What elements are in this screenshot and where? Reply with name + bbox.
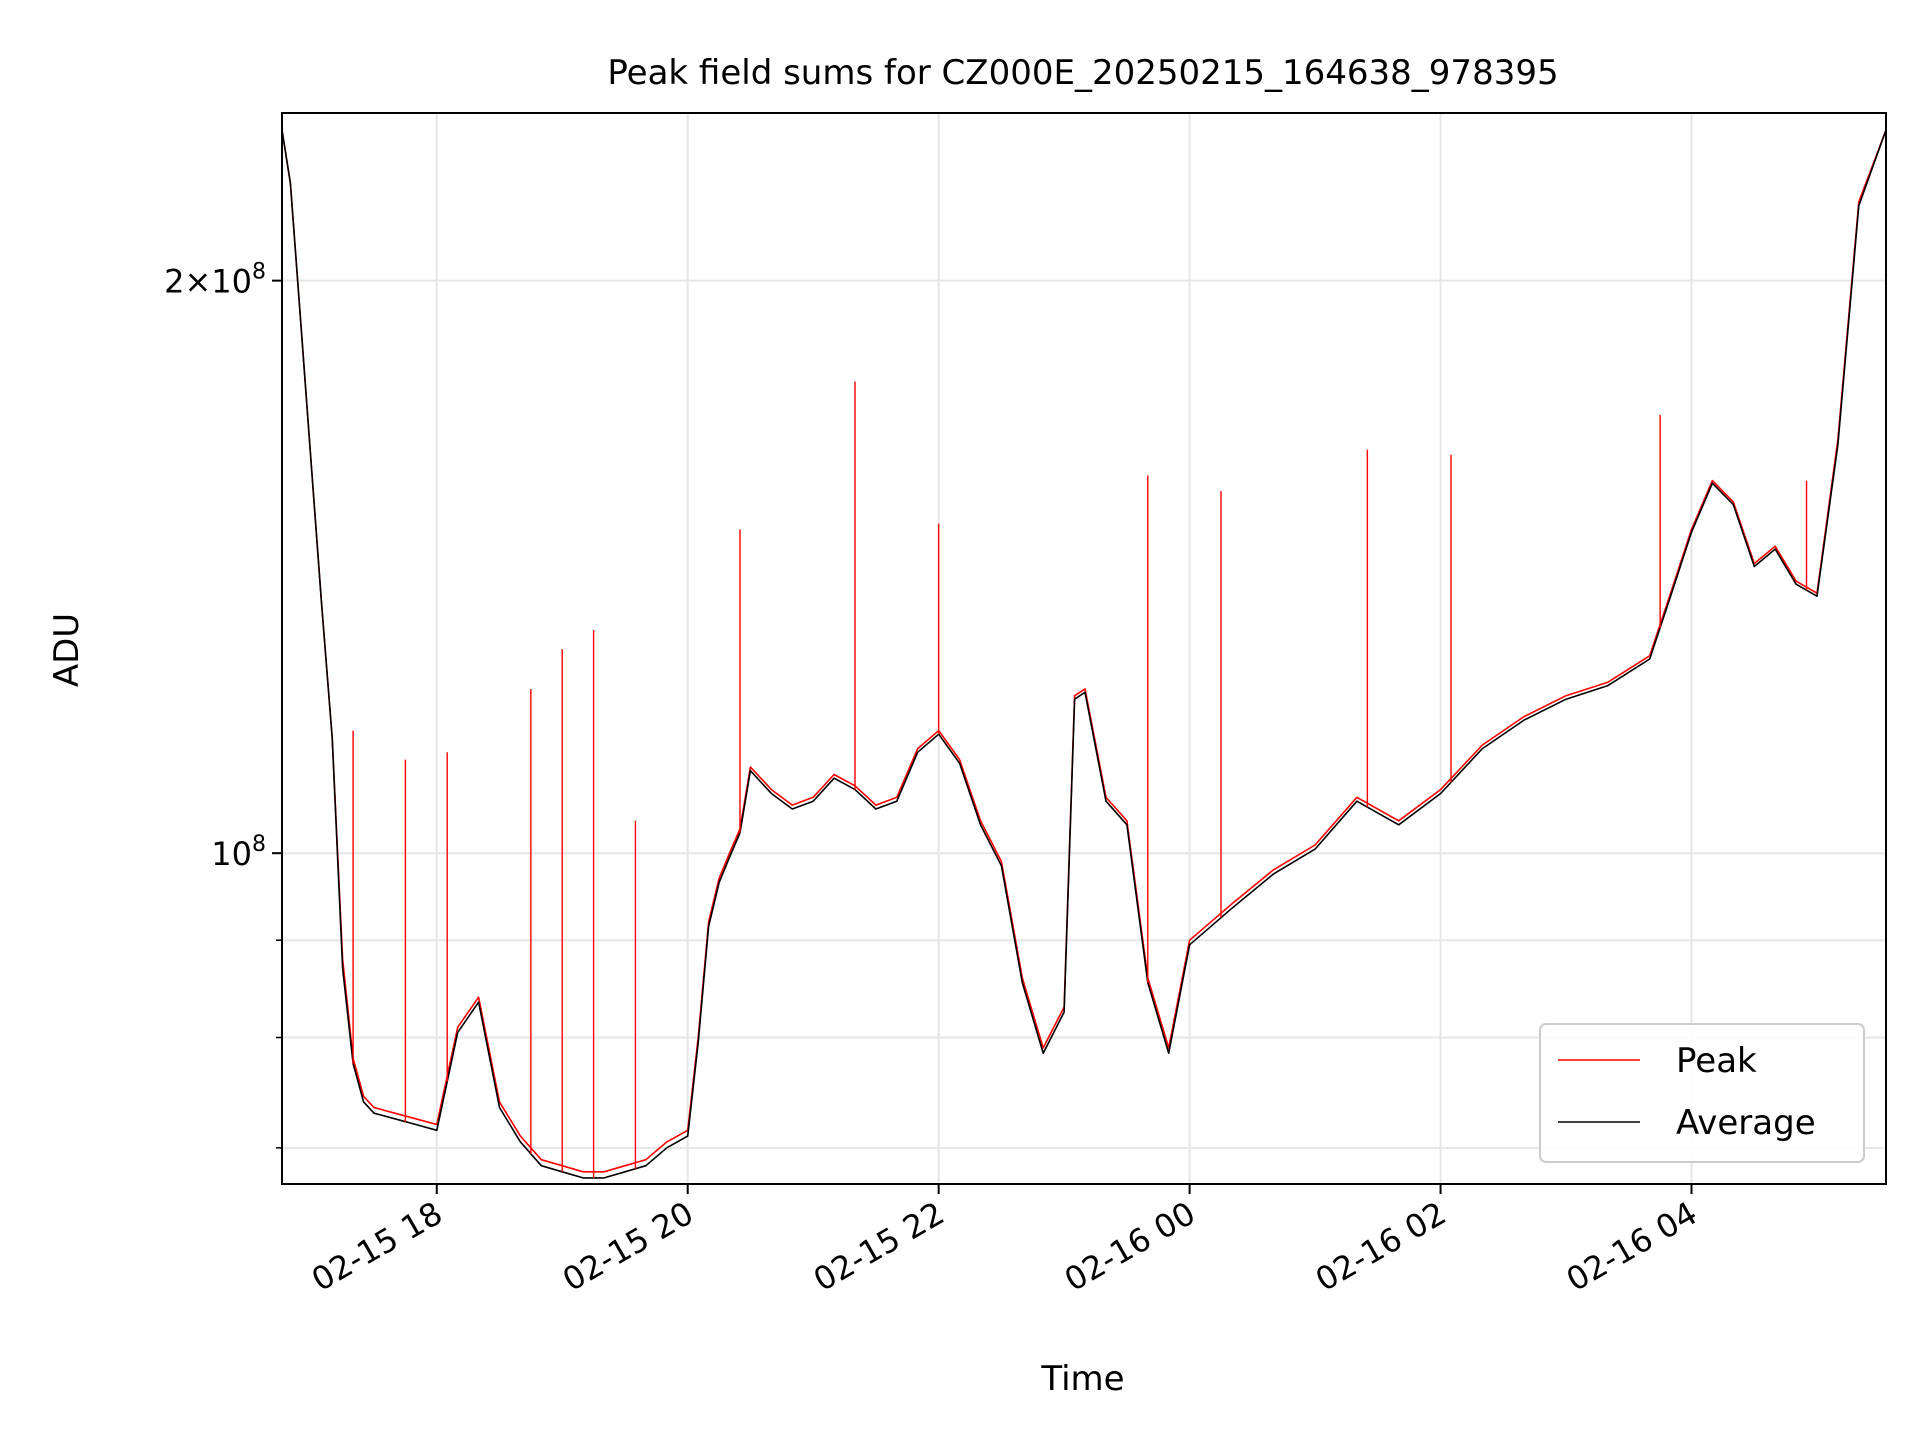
y-tick-label-exponent: 8: [252, 260, 266, 285]
legend-average-label: Average: [1676, 1103, 1816, 1143]
y-tick-label: 2×108: [164, 260, 266, 301]
chart-title: Peak field sums for CZ000E_20250215_1646…: [607, 53, 1558, 93]
x-axis-label: Time: [1040, 1359, 1124, 1399]
series-layer: [281, 129, 1887, 1179]
y-tick-label-exponent: 8: [252, 832, 266, 857]
legend-peak-label: Peak: [1676, 1041, 1757, 1081]
y-tick-label-mantissa: 2×10: [164, 263, 252, 301]
y-tick-label: 108: [211, 832, 266, 873]
plot-frame: [281, 112, 1887, 1185]
series-line-average: [281, 129, 1887, 1179]
legend: Peak Average: [1539, 1023, 1865, 1163]
legend-frame: [1539, 1023, 1865, 1163]
y-tick-label-mantissa: 10: [211, 835, 252, 873]
series-line-peak: [281, 129, 1887, 1173]
y-axis-label: ADU: [47, 613, 87, 687]
